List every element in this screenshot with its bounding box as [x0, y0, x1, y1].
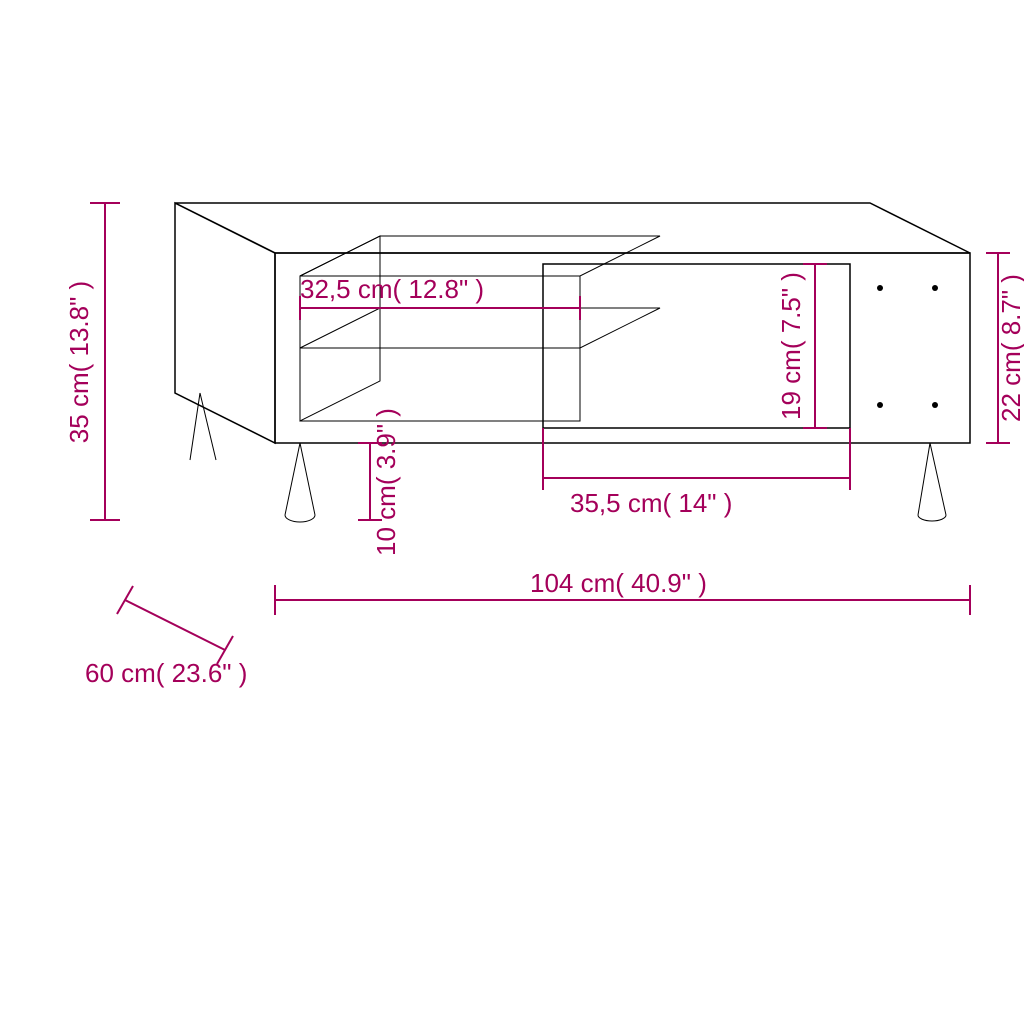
dim-label-10: 10 cm( 3.9" ) — [371, 408, 401, 556]
leg-front-right — [918, 443, 946, 521]
shelf-top-surface — [300, 308, 660, 348]
dot — [877, 285, 883, 291]
dot — [932, 285, 938, 291]
dim-width-104: 104 cm( 40.9" ) — [275, 568, 970, 615]
left-side-face — [175, 203, 275, 443]
dim-label-19: 19 cm( 7.5" ) — [776, 272, 806, 420]
left-opening-depth-top — [300, 236, 660, 276]
dim-label-22: 22 cm( 8.7" ) — [996, 274, 1024, 422]
dim-drawer-h-19: 19 cm( 7.5" ) — [776, 264, 827, 428]
hardware-dots — [877, 285, 938, 408]
dim-shelf-32-5: 32,5 cm( 12.8" ) — [300, 274, 580, 320]
dim-label-35: 35 cm( 13.8" ) — [64, 281, 94, 443]
dim-label-32-5: 32,5 cm( 12.8" ) — [300, 274, 484, 304]
dim-leg-10: 10 cm( 3.9" ) — [358, 408, 401, 556]
dim-height-35: 35 cm( 13.8" ) — [64, 203, 120, 520]
dim-depth-60: 60 cm( 23.6" ) — [85, 586, 247, 688]
dim-label-35-5: 35,5 cm( 14" ) — [570, 488, 732, 518]
legs — [190, 393, 946, 522]
dimension-drawing: 35 cm( 13.8" ) 32,5 cm( 12.8" ) 10 cm( 3… — [0, 0, 1024, 1024]
dim-label-60: 60 cm( 23.6" ) — [85, 658, 247, 688]
dim-body-h-22: 22 cm( 8.7" ) — [986, 253, 1024, 443]
dot — [877, 402, 883, 408]
dim-drawer-35-5: 35,5 cm( 14" ) — [543, 428, 850, 518]
leg-front-left — [285, 443, 315, 522]
dim-label-104: 104 cm( 40.9" ) — [530, 568, 707, 598]
top-surface — [175, 203, 970, 253]
dot — [932, 402, 938, 408]
